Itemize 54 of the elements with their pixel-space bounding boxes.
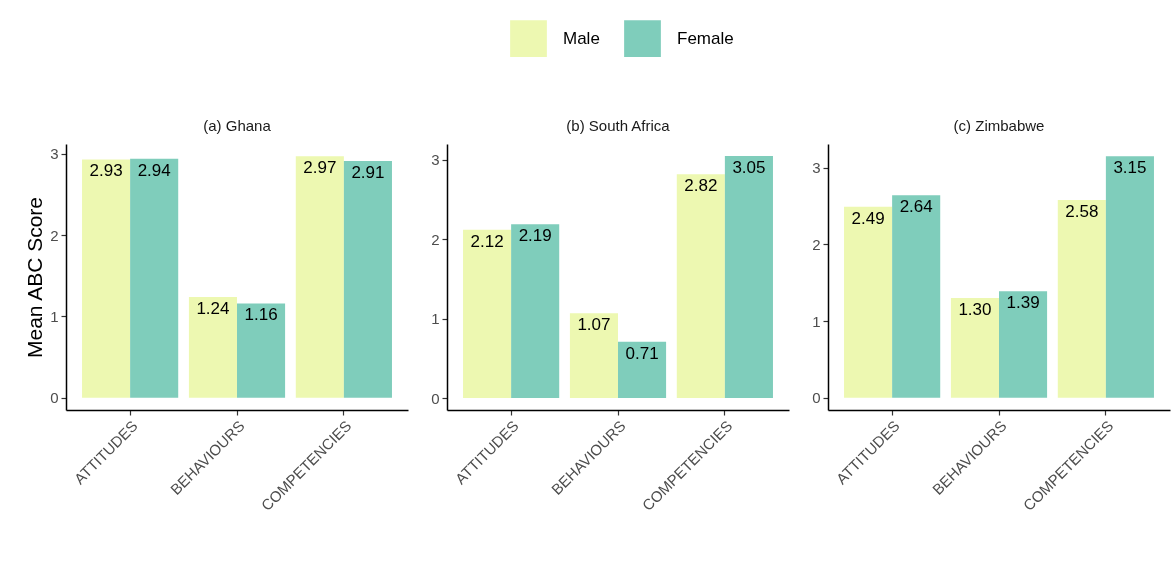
y-tick-label: 3 — [812, 159, 821, 177]
data-label: 1.30 — [958, 300, 992, 320]
y-tick-label: 0 — [812, 389, 821, 407]
y-tick-label: 3 — [50, 145, 59, 163]
chart-title: (c) Zimbabwe — [953, 117, 1045, 134]
y-tick-label: 2 — [50, 226, 59, 244]
bar — [569, 313, 618, 399]
data-label: 2.94 — [137, 160, 171, 180]
data-label: 1.16 — [244, 305, 278, 325]
y-tick-label: 1 — [50, 307, 59, 325]
bar — [463, 229, 512, 399]
bar — [892, 195, 941, 398]
bar — [844, 206, 893, 398]
bar — [130, 158, 179, 398]
data-label: 2.82 — [684, 176, 718, 196]
data-label: 2.12 — [470, 231, 504, 251]
data-label: 3.15 — [1113, 158, 1147, 178]
bar — [511, 224, 560, 399]
data-label: 1.07 — [577, 315, 611, 335]
y-tick-label: 3 — [431, 151, 440, 169]
y-tick-label: 1 — [812, 312, 821, 330]
chart-title: (a) Ghana — [203, 117, 272, 134]
bar — [950, 298, 999, 398]
y-tick-label: 0 — [431, 389, 440, 407]
y-tick-label: 2 — [431, 230, 440, 248]
data-label: 2.64 — [899, 197, 933, 217]
bar — [295, 156, 344, 398]
data-label: 2.58 — [1065, 201, 1099, 221]
bar — [999, 291, 1048, 398]
bar — [724, 155, 773, 399]
data-label: 3.05 — [732, 157, 766, 177]
bar — [1105, 156, 1154, 398]
legend-label: Female — [677, 28, 734, 48]
bar — [1057, 199, 1106, 398]
y-tick-label: 0 — [50, 389, 59, 407]
y-tick-label: 1 — [431, 310, 440, 328]
bar — [618, 341, 667, 399]
chart-title: (b) South Africa — [566, 117, 671, 134]
bar — [237, 303, 286, 398]
data-label: 2.97 — [303, 158, 337, 178]
bar — [676, 174, 725, 399]
data-label: 2.93 — [89, 161, 123, 181]
bar — [188, 296, 237, 398]
data-label: 0.71 — [625, 343, 659, 363]
data-label: 2.19 — [518, 226, 552, 246]
data-label: 2.49 — [851, 208, 885, 228]
data-label: 1.24 — [196, 298, 230, 318]
data-label: 1.39 — [1006, 293, 1040, 313]
bar — [82, 159, 131, 398]
bar — [343, 161, 392, 398]
data-label: 2.91 — [351, 163, 385, 183]
y-tick-label: 2 — [812, 235, 821, 253]
y-axis-title: Mean ABC Score — [23, 196, 47, 359]
legend-label: Male — [563, 28, 600, 48]
